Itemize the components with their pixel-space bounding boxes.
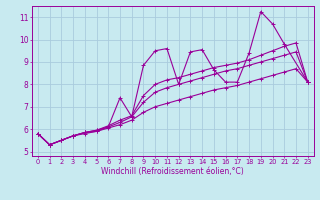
X-axis label: Windchill (Refroidissement éolien,°C): Windchill (Refroidissement éolien,°C) — [101, 167, 244, 176]
